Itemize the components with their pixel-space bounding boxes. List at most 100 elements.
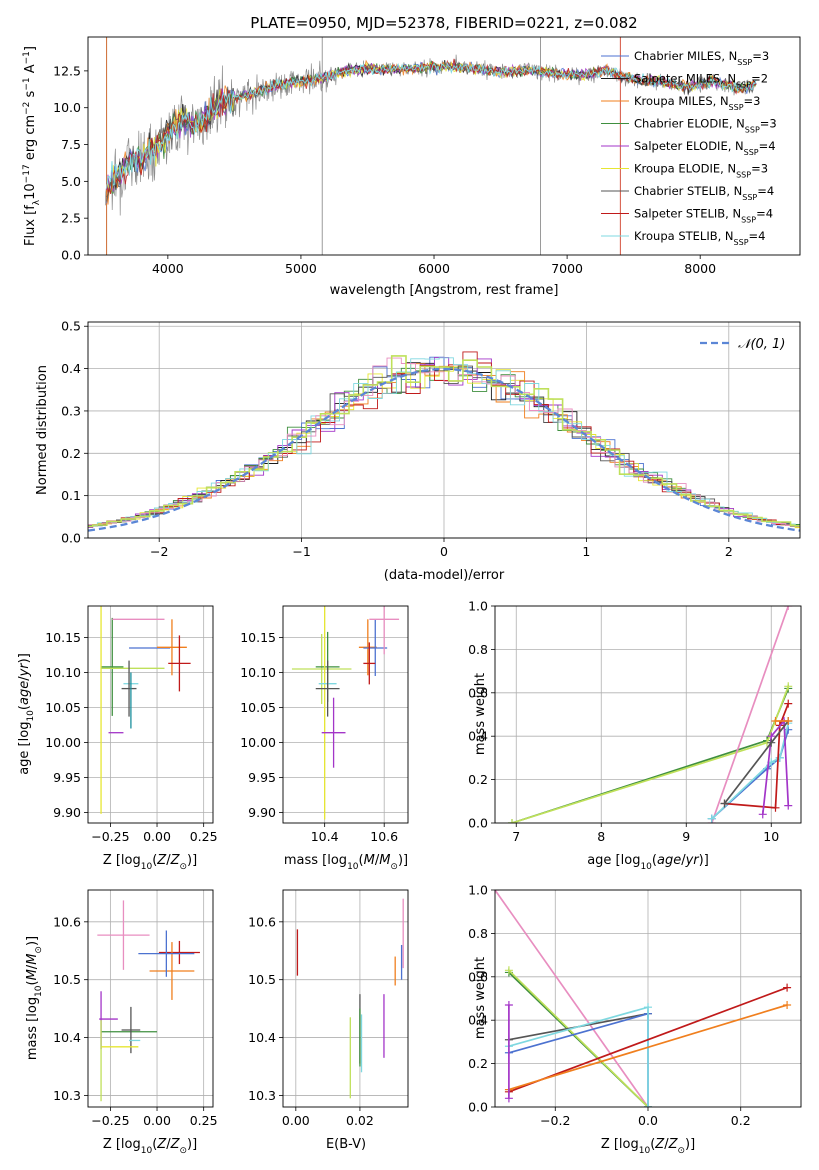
y-tick-label: 10.0 — [53, 100, 81, 115]
series-marker — [767, 738, 776, 747]
series-marker — [784, 699, 793, 708]
series-marker — [784, 801, 793, 810]
normal-curve — [88, 367, 800, 532]
series-marker — [720, 799, 729, 808]
x-tick-label: 0 — [440, 544, 448, 559]
series-line — [761, 718, 790, 815]
x-tick-label: 7000 — [551, 261, 583, 276]
series-marker — [758, 810, 767, 819]
y-tick-label: 10.5 — [53, 972, 81, 987]
x-tick-label: 0.00 — [143, 829, 171, 844]
y-axis-label: mass weight — [473, 673, 488, 755]
histograms — [88, 351, 800, 532]
series-marker — [771, 717, 780, 726]
y-tick-label: 2.5 — [61, 211, 81, 226]
y-tick-label: 0.5 — [61, 319, 81, 334]
gridlines — [88, 606, 213, 823]
spectrum-lines — [104, 37, 757, 255]
x-tick-label: 10 — [763, 829, 779, 844]
series-marker — [783, 983, 792, 992]
legend-label: Salpeter MILES, NSSP=2 — [634, 72, 768, 90]
legend-label: Chabrier STELIB, NSSP=4 — [634, 184, 774, 202]
series-line — [508, 969, 649, 1107]
y-tick-label: 9.90 — [248, 805, 276, 820]
errorbars — [100, 606, 191, 814]
y-tick-label: 10.5 — [248, 972, 276, 987]
x-tick-label: 10.6 — [370, 829, 398, 844]
series-marker — [508, 819, 516, 823]
series-line — [508, 986, 788, 1093]
y-tick-label: 0.8 — [468, 926, 488, 941]
x-tick-label: 0.00 — [143, 1113, 171, 1128]
y-tick-label: 0.2 — [468, 1056, 488, 1071]
legend-label: Kroupa MILES, NSSP=3 — [634, 94, 760, 112]
series-line — [508, 1006, 649, 1107]
y-tick-label: 0.2 — [468, 772, 488, 787]
x-axis-label: age [log10(age/yr)] — [587, 853, 709, 872]
x-tick-label: −0.25 — [91, 829, 129, 844]
axes-frame — [87, 36, 801, 256]
errorbars — [296, 898, 404, 1099]
x-axis-label: wavelength [Angstrom, rest frame] — [330, 283, 559, 298]
y-tick-label: 10.10 — [240, 665, 276, 680]
y-tick-label: 10.10 — [45, 665, 81, 680]
x-tick-label: −0.25 — [91, 1113, 129, 1128]
x-tick-label: −1 — [292, 544, 310, 559]
series-marker — [504, 1094, 513, 1103]
legend-label: Kroupa ELODIE, NSSP=3 — [634, 162, 768, 180]
y-tick-label: 10.6 — [248, 914, 276, 929]
legend-label: Chabrier MILES, NSSP=3 — [634, 49, 769, 67]
axes-frame — [494, 605, 802, 824]
y-tick-label: 0.4 — [468, 729, 488, 744]
series-line — [511, 685, 790, 823]
legend-label: Salpeter STELIB, NSSP=4 — [634, 207, 773, 225]
y-tick-label: 0.1 — [61, 488, 81, 503]
y-tick-label: 0.4 — [468, 1013, 488, 1028]
y-axis-label: mass weight — [473, 957, 488, 1039]
x-axis-label: mass [log10(M/M⊙)] — [284, 853, 408, 872]
y-tick-label: 0.6 — [468, 969, 488, 984]
y-tick-label: 9.90 — [53, 805, 81, 820]
legend-label: Salpeter ELODIE, NSSP=4 — [634, 139, 776, 157]
series-marker — [771, 803, 780, 812]
y-tick-label: 0.4 — [61, 361, 81, 376]
axes-frame — [87, 605, 214, 824]
y-axis-label: age [log10(age/yr)] — [17, 653, 36, 775]
x-tick-label: 9 — [682, 829, 690, 844]
errorbars — [291, 606, 400, 820]
y-tick-label: 10.15 — [240, 630, 276, 645]
y-axis-label: Normed distribution — [35, 365, 50, 495]
y-tick-label: 9.95 — [248, 770, 276, 785]
gridlines — [495, 605, 801, 824]
legend-label: 𝒩(0, 1) — [738, 337, 785, 352]
chart-title: PLATE=0950, MJD=52378, FIBERID=0221, z=0… — [250, 14, 637, 32]
x-tick-label: 5000 — [285, 261, 317, 276]
x-tick-label: 10.4 — [311, 829, 339, 844]
y-axis-label: Flux [fλ10−17 erg cm−2 s−1 A−1] — [22, 46, 42, 246]
series-marker — [644, 1103, 652, 1107]
legend-label: Kroupa STELIB, NSSP=4 — [634, 229, 765, 247]
y-tick-label: 0.6 — [468, 685, 488, 700]
axes-frame — [282, 889, 409, 1108]
axes-frame — [282, 605, 409, 824]
residual-histogram — [88, 355, 800, 528]
x-axis-label: (data-model)/error — [384, 568, 505, 583]
x-tick-label: 0.25 — [190, 1113, 218, 1128]
series-line — [495, 890, 649, 1107]
y-tick-label: 10.15 — [45, 630, 81, 645]
series-marker — [784, 606, 793, 610]
gridlines — [283, 890, 408, 1107]
x-tick-label: 0.02 — [346, 1113, 374, 1128]
y-tick-label: 0.8 — [468, 642, 488, 657]
x-tick-label: 0.25 — [190, 829, 218, 844]
series-line — [711, 722, 790, 820]
y-tick-label: 5.0 — [61, 174, 81, 189]
x-tick-label: 8000 — [684, 261, 716, 276]
series-marker — [784, 717, 793, 726]
y-tick-label: 10.3 — [53, 1088, 81, 1103]
y-tick-label: 0.0 — [61, 248, 81, 263]
y-tick-label: 10.4 — [53, 1030, 81, 1045]
series-marker — [504, 1001, 513, 1010]
x-axis-label: Z [log10(Z/Z⊙)] — [103, 853, 197, 872]
